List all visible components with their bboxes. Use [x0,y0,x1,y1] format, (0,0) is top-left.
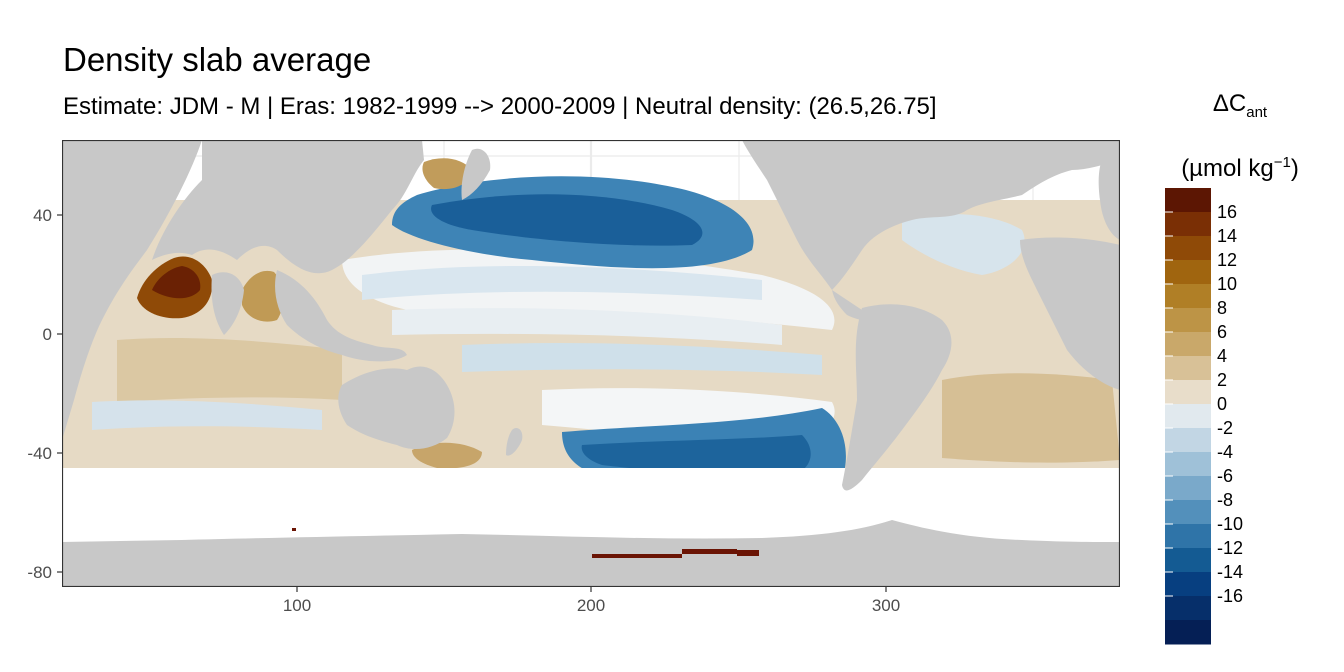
legend-color-step [1165,596,1211,621]
legend-color-step [1165,284,1211,309]
legend-color-step [1165,332,1211,357]
legend-color-step [1165,476,1211,501]
atlantic-light-blue [902,214,1025,275]
legend-label: -2 [1217,418,1233,438]
legend-color-step [1165,188,1211,213]
legend-label: -16 [1217,586,1243,606]
kuroshio-tan [422,158,472,190]
south-atlantic-tan [942,373,1120,463]
pacific-streaks-light [362,265,762,300]
legend-unit-close: ) [1290,154,1299,182]
x-tick-label: 300 [872,596,900,615]
legend-unit: (µmol kg−1) [1150,145,1330,187]
legend-label: 4 [1217,346,1227,366]
legend-label: -4 [1217,442,1233,462]
legend-color-step [1165,260,1211,285]
legend-color-step [1165,404,1211,429]
land-africa-arabia [62,140,202,440]
arabian-sea-core [152,266,201,299]
legend-label: 8 [1217,298,1227,318]
land-south-america [842,304,952,491]
land-antarctica [62,520,1120,587]
land-new-zealand [506,428,523,456]
legend-title: ΔCant (µmol kg−1) [1150,86,1330,187]
plot-title: Density slab average [63,41,372,78]
land-se-asia [275,270,407,362]
legend-color-step [1165,308,1211,333]
land-europe [1098,160,1120,240]
land-australia [338,366,455,450]
legend-label: -8 [1217,490,1233,510]
legend-label: 16 [1217,202,1237,222]
legend-label: 12 [1217,250,1237,270]
southern-indian-blue [92,400,322,430]
panel-border [62,140,1120,587]
legend-label: -12 [1217,538,1243,558]
legend-unit-open: (µmol kg [1181,154,1274,182]
legend-color-step [1165,524,1211,549]
pacific-streaks-light-2 [392,308,782,345]
legend-color-bar [1165,188,1211,645]
bay-of-bengal-tan [242,270,284,322]
plot-subtitle: Estimate: JDM - M | Eras: 1982-1999 --> … [63,93,937,120]
legend-color-step [1165,356,1211,381]
south-of-australia-tan [412,442,482,469]
legend-color-step [1165,380,1211,405]
legend-color-step [1165,500,1211,525]
legend-color-step [1165,428,1211,453]
delta-cant-field [62,158,1120,486]
legend-color-step [1165,212,1211,237]
y-tick-label: 40 [33,206,52,225]
legend-label: -6 [1217,466,1233,486]
x-tick-label: 200 [577,596,605,615]
antarctic-shelf-values [292,528,759,558]
legend-unit-superscript: −1 [1273,153,1291,171]
legend-color-step [1165,548,1211,573]
land-india [211,272,244,335]
land-eurasia [152,140,424,274]
y-tick-label: 0 [43,325,52,344]
north-pacific-blue-core [431,194,703,246]
legend-label: 0 [1217,394,1227,414]
land-greenland [942,140,1072,169]
color-legend: 16 14 12 10 8 6 4 2 0 -2 -4 -6 -8 -10 -12 -14 -16 [1165,188,1243,645]
legend-label: -10 [1217,514,1243,534]
y-tick-label: -80 [27,563,52,582]
legend-label: 10 [1217,274,1237,294]
land-masses [62,140,1120,587]
y-tick-label: -40 [27,444,52,463]
indian-ocean-tan [117,338,342,402]
legend-title-subscript: ant [1246,103,1268,121]
legend-label: 14 [1217,226,1237,246]
land-north-america [742,140,1120,290]
south-pacific-blue-core [581,435,811,475]
legend-color-step [1165,452,1211,477]
legend-label: 6 [1217,322,1227,342]
legend-color-step [1165,572,1211,597]
land-japan [461,148,491,200]
equatorial-pacific-light-blue [462,343,822,375]
x-tick-label: 100 [283,596,311,615]
southern-ocean-no-data [62,468,1120,542]
legend-title-main: ΔC [1212,90,1247,117]
land-africa-west [1020,237,1120,390]
y-axis: 40 0 -40 -80 [27,206,62,582]
legend-label: -14 [1217,562,1243,582]
legend-label: 2 [1217,370,1227,390]
legend-labels: 16 14 12 10 8 6 4 2 0 -2 -4 -6 -8 -10 -12 -14 -16 [1165,202,1243,606]
legend-color-step [1165,620,1211,645]
legend-color-step [1165,236,1211,261]
x-axis: 100 200 300 [283,587,900,615]
map-panel [62,140,1120,587]
